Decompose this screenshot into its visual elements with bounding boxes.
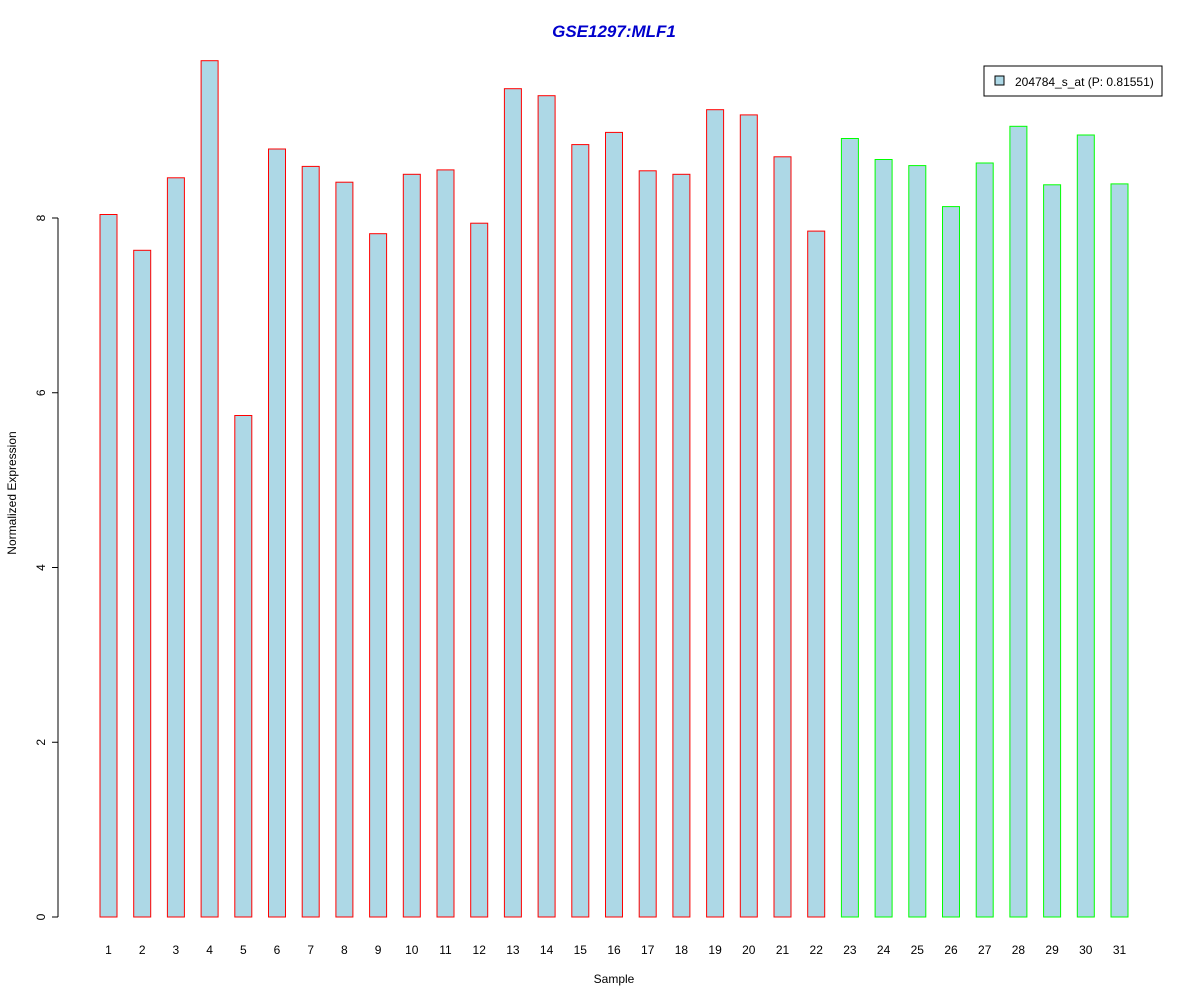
bar-sample-12	[470, 222, 489, 918]
bar-sample-2	[133, 249, 152, 918]
x-tick-label: 7	[307, 943, 314, 957]
bar-sample-8	[335, 181, 354, 918]
bar-sample-21	[773, 156, 792, 918]
chart-title: GSE1297:MLF1	[552, 22, 676, 41]
x-tick-label: 28	[1012, 943, 1026, 957]
legend-swatch	[994, 75, 1005, 86]
x-tick-label: 4	[206, 943, 213, 957]
bar-sample-22	[807, 230, 826, 918]
x-tick-label: 15	[574, 943, 588, 957]
legend-box	[983, 65, 1163, 97]
bar-sample-7	[301, 165, 320, 918]
bar-sample-27	[975, 162, 994, 918]
bar-sample-11	[436, 169, 455, 918]
x-tick-label: 26	[944, 943, 958, 957]
bar-sample-1	[99, 214, 118, 918]
x-tick-label: 27	[978, 943, 992, 957]
bar-sample-25	[908, 165, 927, 918]
x-tick-label: 1	[105, 943, 112, 957]
bar-sample-26	[942, 206, 960, 918]
bar-sample-3	[166, 177, 185, 918]
bar-sample-28	[1009, 125, 1028, 918]
bars-group	[99, 60, 1129, 918]
x-tick-label: 8	[341, 943, 348, 957]
bar-sample-5	[234, 415, 253, 918]
bar-sample-29	[1043, 184, 1062, 918]
x-tick-label: 18	[675, 943, 689, 957]
x-tick-label: 31	[1113, 943, 1127, 957]
bar-sample-30	[1076, 134, 1095, 918]
x-tick-label: 20	[742, 943, 756, 957]
bar-sample-24	[874, 159, 893, 918]
bar-sample-23	[840, 138, 859, 918]
y-tick-label: 8	[34, 214, 48, 221]
y-tick-label: 6	[34, 389, 48, 396]
x-tick-label: 22	[810, 943, 824, 957]
x-tick-label: 25	[911, 943, 925, 957]
bar-sample-19	[706, 109, 725, 918]
bar-sample-10	[402, 173, 421, 918]
bar-sample-17	[638, 170, 657, 918]
bar-sample-20	[739, 114, 758, 918]
x-tick-label: 14	[540, 943, 554, 957]
y-axis: 0 2 4 6 8	[34, 214, 59, 920]
bar-sample-4	[200, 60, 219, 918]
bar-sample-6	[268, 148, 286, 918]
x-tick-label: 29	[1045, 943, 1059, 957]
bar-sample-31	[1110, 183, 1129, 918]
x-tick-label: 5	[240, 943, 247, 957]
x-tick-labels: 1 2 3 4 5 6 7 8 9 10 11 12 13 14 15 16 17 18 19 20 21 22 23 24 2…	[105, 943, 1126, 957]
x-tick-label: 16	[607, 943, 621, 957]
x-tick-label: 2	[139, 943, 146, 957]
bar-sample-9	[369, 233, 388, 918]
y-tick-label: 4	[34, 564, 48, 571]
legend: 204784_s_at (P: 0.81551)	[983, 65, 1163, 97]
x-tick-label: 17	[641, 943, 655, 957]
y-tick-label: 2	[34, 739, 48, 746]
x-tick-label: 11	[439, 943, 452, 957]
bar-sample-18	[672, 173, 691, 918]
bar-sample-15	[571, 144, 590, 918]
x-axis-label: Sample	[594, 972, 635, 986]
x-tick-label: 12	[473, 943, 487, 957]
x-tick-label: 10	[405, 943, 419, 957]
x-tick-label: 23	[843, 943, 857, 957]
y-tick-label: 0	[34, 913, 48, 920]
bar-sample-16	[605, 131, 623, 918]
x-tick-label: 6	[274, 943, 281, 957]
y-axis-label: Normalized Expression	[5, 431, 19, 554]
bar-sample-13	[503, 88, 522, 918]
x-tick-label: 9	[375, 943, 382, 957]
x-tick-label: 3	[173, 943, 180, 957]
x-tick-label: 30	[1079, 943, 1093, 957]
bar-sample-14	[537, 95, 556, 918]
x-tick-label: 19	[708, 943, 722, 957]
x-tick-label: 24	[877, 943, 891, 957]
x-tick-label: 13	[506, 943, 520, 957]
x-tick-label: 21	[776, 943, 790, 957]
legend-label: 204784_s_at (P: 0.81551)	[1015, 75, 1154, 89]
